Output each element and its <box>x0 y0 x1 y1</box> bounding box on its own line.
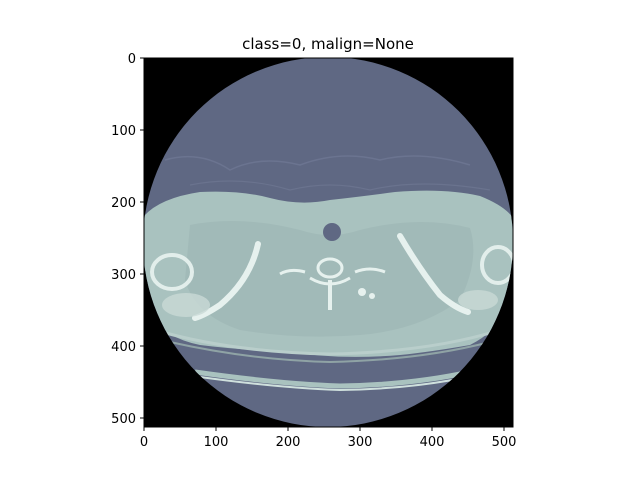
x-tick-label: 100 <box>204 435 229 450</box>
y-tick-label: 100 <box>111 124 136 139</box>
x-tick-label: 200 <box>276 435 301 450</box>
x-tick-label: 300 <box>348 435 373 450</box>
y-tick-label: 400 <box>111 340 136 355</box>
x-tick-label: 0 <box>140 435 148 450</box>
ct-axial-slice-icon <box>144 58 513 427</box>
plot-title: class=0, malign=None <box>242 35 414 53</box>
x-axis: 0 100 200 300 400 500 <box>140 427 517 450</box>
x-tick-label: 500 <box>492 435 517 450</box>
axes-frame <box>143 57 514 428</box>
y-tick-label: 200 <box>111 196 136 211</box>
y-tick-label: 0 <box>128 52 136 67</box>
y-axis: 0 100 200 300 400 500 <box>111 52 144 427</box>
ct-image <box>144 58 513 427</box>
y-tick-label: 500 <box>111 412 136 427</box>
x-tick-label: 400 <box>420 435 445 450</box>
y-tick-label: 300 <box>111 268 136 283</box>
